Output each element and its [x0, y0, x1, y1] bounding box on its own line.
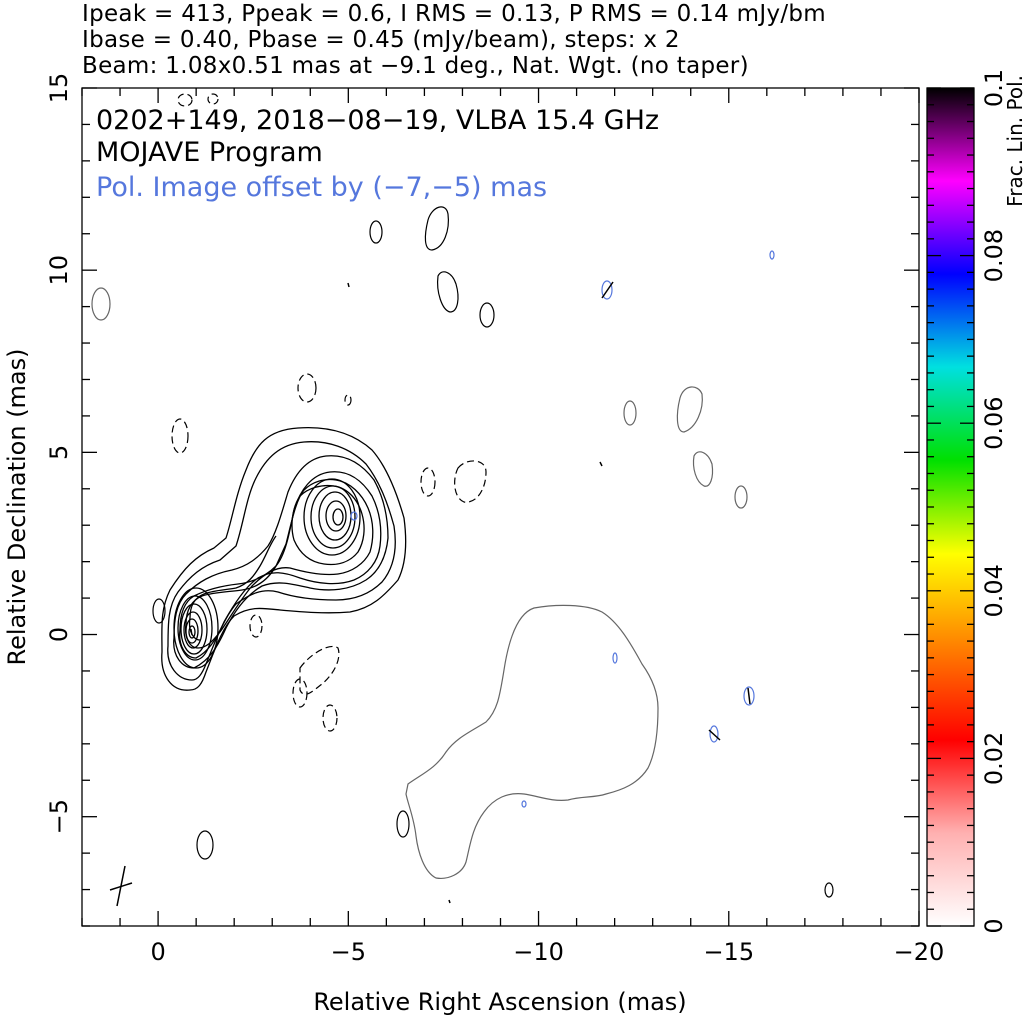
jet-component-contour-5 — [332, 508, 344, 526]
colorbar-tick-label: 0.1 — [980, 69, 1008, 107]
pol-intensity-contour — [405, 604, 659, 879]
stokes-i-contour-3 — [173, 455, 389, 669]
y-tick-label: −5 — [45, 799, 73, 834]
core-contour-2 — [177, 595, 213, 661]
colorbar-tick-label: 0.06 — [980, 396, 1008, 449]
y-tick-label: 5 — [45, 445, 73, 460]
colorbar-tick-label: 0 — [980, 918, 1008, 933]
source-annotation: 0202+149, 2018−08−19, VLBA 15.4 GHz — [96, 105, 659, 136]
jet-component-contour-1 — [303, 478, 361, 556]
core-contour-6 — [188, 625, 196, 639]
stokes-i-contours — [161, 426, 407, 691]
core-contour-3 — [180, 603, 208, 655]
y-tick-label: 0 — [45, 627, 73, 642]
x-tick-label: −5 — [331, 938, 366, 966]
plot-frame — [81, 87, 920, 927]
x-tick-label: −20 — [894, 938, 945, 966]
colorbar — [926, 87, 975, 927]
core-contour-1 — [173, 587, 219, 669]
core-contour-4 — [183, 611, 203, 649]
stokes-i-contour-5 — [184, 478, 374, 649]
contour-map — [91, 93, 834, 907]
negative-contours — [171, 93, 487, 732]
y-tick-label: 15 — [45, 73, 73, 104]
y-axis-title: Relative Declination (mas) — [3, 348, 31, 665]
header-base-line: Ibase = 0.40, Pbase = 0.45 (mJy/beam), s… — [82, 27, 680, 53]
beam-cross — [109, 865, 133, 907]
colorbar-tick-label: 0.04 — [980, 564, 1008, 617]
stokes-i-contour-2 — [167, 441, 396, 681]
core-contour-5 — [185, 618, 199, 644]
program-annotation: MOJAVE Program — [96, 137, 323, 168]
x-tick-label: −10 — [513, 938, 564, 966]
stokes-i-contour-outer — [161, 426, 407, 691]
x-axis-title: Relative Right Ascension (mas) — [313, 988, 686, 1016]
x-tick-label: −15 — [703, 938, 754, 966]
pol-contours — [350, 250, 775, 808]
colorbar-tick-label: 0.08 — [980, 229, 1008, 282]
y-tick-label: 10 — [45, 255, 73, 286]
jet-component-contour-2 — [310, 485, 356, 549]
stokes-i-contour-4 — [179, 471, 382, 659]
core-peak-mark — [190, 628, 193, 636]
header-beam-line: Beam: 1.08x0.51 mas at −9.1 deg., Nat. W… — [82, 53, 749, 79]
evpa-ticks — [347, 281, 751, 904]
colorbar-ticks: 0 0.02 0.04 0.06 0.08 0.1 — [927, 69, 1008, 934]
axis-ticks: 0 −5 −10 −15 −20 −5 0 5 10 15 — [45, 73, 944, 966]
header-stats-line: Ipeak = 413, Ppeak = 0.6, I RMS = 0.13, … — [82, 1, 827, 27]
jet-component-contour-4 — [325, 500, 347, 532]
colorbar-label: Frac. Lin. Pol. — [1003, 75, 1027, 207]
pol-offset-annotation: Pol. Image offset by (−7,−5) mas — [96, 172, 547, 203]
colorbar-tick-label: 0.02 — [980, 732, 1008, 785]
noise-contours — [91, 206, 834, 898]
x-tick-label: 0 — [150, 938, 165, 966]
